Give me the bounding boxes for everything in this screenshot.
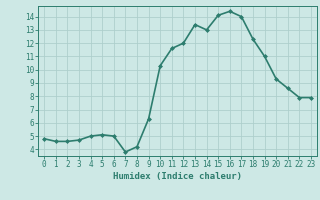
X-axis label: Humidex (Indice chaleur): Humidex (Indice chaleur) xyxy=(113,172,242,181)
